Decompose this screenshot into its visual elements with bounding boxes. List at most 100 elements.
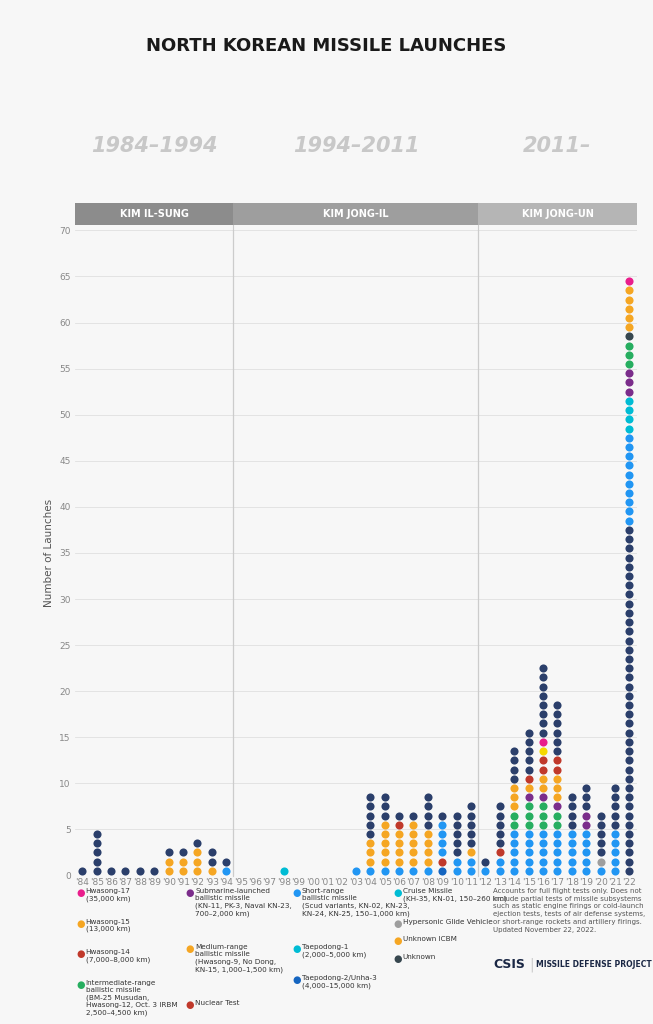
Point <box>206 844 217 860</box>
Point <box>437 817 447 834</box>
Point <box>221 862 232 879</box>
Point <box>524 743 534 760</box>
Point <box>379 807 390 823</box>
Point <box>552 799 563 815</box>
Point <box>624 586 635 602</box>
Text: ●: ● <box>393 954 402 965</box>
Point <box>538 752 549 768</box>
Point <box>437 862 447 879</box>
Text: NORTH KOREAN MISSILE LAUNCHES: NORTH KOREAN MISSILE LAUNCHES <box>146 37 507 55</box>
Point <box>192 862 202 879</box>
Text: 1994–2011: 1994–2011 <box>293 136 419 157</box>
Point <box>451 862 462 879</box>
Point <box>394 862 404 879</box>
Point <box>567 817 577 834</box>
Point <box>610 836 620 852</box>
Point <box>624 513 635 529</box>
Point <box>538 807 549 823</box>
Point <box>365 807 375 823</box>
Point <box>379 836 390 852</box>
Point <box>538 780 549 797</box>
Point <box>567 854 577 870</box>
Point <box>624 825 635 842</box>
Point <box>422 817 433 834</box>
Point <box>437 807 447 823</box>
Point <box>624 733 635 750</box>
Point <box>624 549 635 565</box>
Point <box>365 854 375 870</box>
Point <box>567 788 577 805</box>
Point <box>552 733 563 750</box>
Point <box>106 862 116 879</box>
Point <box>178 854 188 870</box>
Point <box>394 825 404 842</box>
Point <box>422 844 433 860</box>
Point <box>538 660 549 677</box>
Point <box>552 762 563 778</box>
Point <box>365 817 375 834</box>
Point <box>466 799 476 815</box>
Point <box>437 836 447 852</box>
Text: KIM JONG-IL: KIM JONG-IL <box>323 209 389 219</box>
Point <box>422 799 433 815</box>
Point <box>624 780 635 797</box>
Point <box>495 854 505 870</box>
Text: ●: ● <box>185 944 194 954</box>
Point <box>624 651 635 668</box>
Text: ●: ● <box>293 975 301 985</box>
Point <box>437 825 447 842</box>
Point <box>538 862 549 879</box>
Point <box>552 807 563 823</box>
Point <box>552 707 563 723</box>
Point <box>596 817 606 834</box>
Point <box>509 762 520 778</box>
Text: Intermediate-range
ballistic missile
(BM-25 Musudan,
Hwasong-12, Oct. 3 IRBM
2,5: Intermediate-range ballistic missile (BM… <box>86 980 177 1016</box>
Point <box>624 449 635 465</box>
Point <box>624 623 635 639</box>
Point <box>524 817 534 834</box>
Point <box>524 825 534 842</box>
Point <box>567 807 577 823</box>
Point <box>610 788 620 805</box>
Point <box>596 825 606 842</box>
Point <box>552 854 563 870</box>
Point <box>408 807 419 823</box>
Point <box>567 825 577 842</box>
Point <box>610 854 620 870</box>
Point <box>624 531 635 548</box>
Point <box>581 862 592 879</box>
Point <box>524 752 534 768</box>
Text: Hwasong-17
(35,000 km): Hwasong-17 (35,000 km) <box>86 888 131 901</box>
Point <box>394 836 404 852</box>
Text: MISSILE DEFENSE PROJECT: MISSILE DEFENSE PROJECT <box>536 961 652 969</box>
Point <box>624 752 635 768</box>
Point <box>91 844 102 860</box>
Point <box>552 696 563 713</box>
Point <box>365 836 375 852</box>
Point <box>509 862 520 879</box>
Point <box>422 836 433 852</box>
Point <box>451 825 462 842</box>
Point <box>495 807 505 823</box>
Point <box>624 421 635 437</box>
Point <box>624 743 635 760</box>
Point <box>437 854 447 870</box>
Point <box>624 770 635 786</box>
Text: ●: ● <box>185 1000 194 1011</box>
Point <box>624 273 635 290</box>
Point <box>538 743 549 760</box>
Point <box>538 788 549 805</box>
Point <box>538 688 549 705</box>
Text: ●: ● <box>293 888 301 898</box>
Point <box>422 825 433 842</box>
Text: ●: ● <box>393 936 402 946</box>
Point <box>624 338 635 354</box>
Point <box>538 844 549 860</box>
Point <box>552 743 563 760</box>
Point <box>538 715 549 731</box>
Point <box>624 504 635 520</box>
Point <box>351 862 361 879</box>
Point <box>437 844 447 860</box>
Point <box>567 799 577 815</box>
Point <box>552 715 563 731</box>
